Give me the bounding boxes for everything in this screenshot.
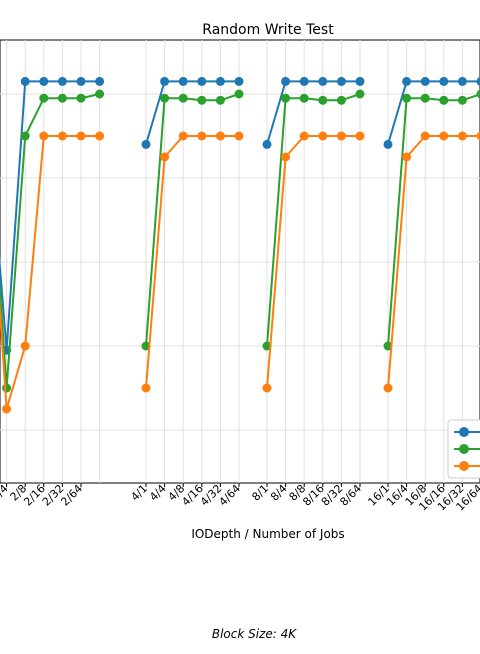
point-orange-g2-4	[337, 132, 346, 141]
point-blue-g0-2	[21, 77, 30, 86]
point-green-g1-4	[216, 96, 225, 105]
point-green-g0-3	[39, 94, 48, 103]
footnote: Block Size: 4K	[212, 627, 297, 641]
x-tick-label-g1-1: 4/4	[147, 482, 169, 504]
point-blue-g1-3	[197, 77, 206, 86]
grid-layer	[0, 40, 480, 483]
legend-orange-marker	[459, 461, 469, 471]
point-orange-g0-6	[95, 132, 104, 141]
series-line-blue-g2	[267, 81, 360, 144]
point-green-g1-1	[160, 94, 169, 103]
point-orange-g2-3	[318, 132, 327, 141]
point-green-g2-4	[337, 96, 346, 105]
point-green-g3-5	[477, 90, 480, 99]
point-blue-g0-3	[39, 77, 48, 86]
point-orange-g3-0	[384, 384, 393, 393]
point-blue-g2-4	[337, 77, 346, 86]
point-green-g1-2	[179, 94, 188, 103]
point-blue-g1-1	[160, 77, 169, 86]
point-orange-g3-3	[439, 132, 448, 141]
point-orange-g0-2	[21, 342, 30, 351]
point-blue-g1-4	[216, 77, 225, 86]
point-green-g3-1	[402, 94, 411, 103]
point-green-g3-3	[439, 96, 448, 105]
point-blue-g1-2	[179, 77, 188, 86]
point-orange-g2-0	[263, 384, 272, 393]
series-line-blue-g1	[146, 81, 239, 144]
x-tick-label-g2-1: 8/4	[268, 482, 290, 504]
point-green-g0-5	[77, 94, 86, 103]
point-orange-g1-5	[235, 132, 244, 141]
point-blue-g2-1	[281, 77, 290, 86]
point-orange-g1-0	[142, 384, 151, 393]
point-green-g0-4	[58, 94, 67, 103]
point-blue-g0-6	[95, 77, 104, 86]
point-blue-g1-5	[235, 77, 244, 86]
point-blue-g2-0	[263, 140, 272, 149]
point-blue-g3-0	[384, 140, 393, 149]
point-green-g3-4	[458, 96, 467, 105]
series-layer	[0, 77, 480, 414]
point-orange-g1-2	[179, 132, 188, 141]
point-green-g2-2	[300, 94, 309, 103]
point-orange-g1-1	[160, 153, 169, 162]
series-line-blue-g0	[0, 81, 100, 350]
point-blue-g1-0	[142, 140, 151, 149]
point-green-g0-1	[2, 384, 11, 393]
chart-title: Random Write Test	[202, 22, 334, 38]
point-blue-g3-4	[458, 77, 467, 86]
point-blue-g2-3	[318, 77, 327, 86]
point-green-g1-5	[235, 90, 244, 99]
x-axis-label: IODepth / Number of Jobs	[191, 527, 344, 541]
point-blue-g0-4	[58, 77, 67, 86]
point-blue-g3-1	[402, 77, 411, 86]
point-green-g0-6	[95, 90, 104, 99]
point-orange-g2-5	[356, 132, 365, 141]
point-green-g2-3	[318, 96, 327, 105]
point-blue-g3-5	[477, 77, 480, 86]
point-blue-g2-2	[300, 77, 309, 86]
legend-blue-marker	[459, 427, 469, 437]
point-orange-g2-2	[300, 132, 309, 141]
x-tick-label-g2-0: 8/1	[249, 482, 271, 504]
point-green-g1-3	[197, 96, 206, 105]
point-orange-g0-4	[58, 132, 67, 141]
point-orange-g0-1	[2, 405, 11, 414]
point-blue-g3-3	[439, 77, 448, 86]
point-orange-g3-2	[421, 132, 430, 141]
point-blue-g0-5	[77, 77, 86, 86]
legend	[448, 420, 480, 478]
point-orange-g0-3	[39, 132, 48, 141]
point-green-g0-2	[21, 132, 30, 141]
point-green-g3-2	[421, 94, 430, 103]
point-blue-g2-5	[356, 77, 365, 86]
point-green-g2-1	[281, 94, 290, 103]
point-blue-g3-2	[421, 77, 430, 86]
point-orange-g0-5	[77, 132, 86, 141]
point-orange-g3-1	[402, 153, 411, 162]
point-orange-g1-4	[216, 132, 225, 141]
legend-green-marker	[459, 444, 469, 454]
point-green-g2-5	[356, 90, 365, 99]
point-orange-g3-5	[477, 132, 480, 141]
point-orange-g3-4	[458, 132, 467, 141]
x-tick-label-g1-0: 4/1	[128, 482, 150, 504]
point-orange-g1-3	[197, 132, 206, 141]
point-orange-g2-1	[281, 153, 290, 162]
